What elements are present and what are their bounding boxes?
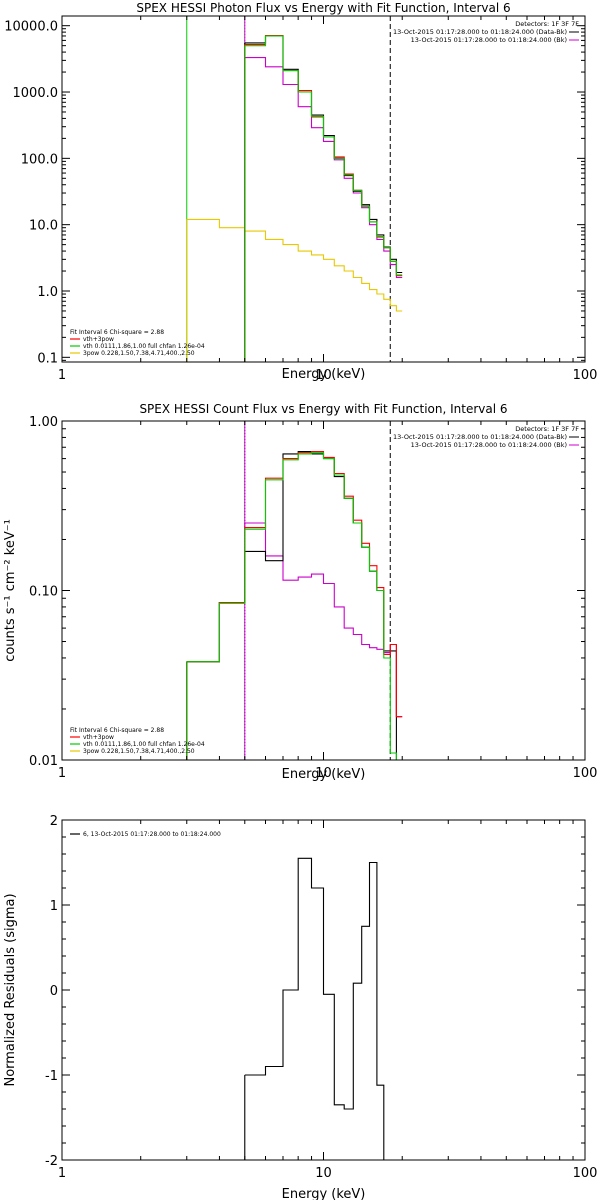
bk-time-label: 13-Oct-2015 01:17:28.000 to 01:18:24.000… bbox=[411, 36, 567, 44]
y-axis-label: Normalized Residuals (sigma) bbox=[3, 893, 18, 1086]
legend-entry: 3pow 0.228,1.50,7.38,4.71,400.,2.50 bbox=[83, 350, 195, 357]
chart-panel-3: 1 10 100 -2 -1 0 1 2 Energy (keV) Normalized Resi… bbox=[3, 814, 597, 1200]
detector-label: Detectors: 1F 3F 7F bbox=[515, 425, 579, 433]
chart-panel-2: 1 10 100 0.01 0.10 1.00 SPEX HESSI Count Flux … bbox=[3, 402, 598, 782]
y-tick-label: 1.0 bbox=[37, 285, 58, 300]
plot-frame bbox=[61, 420, 586, 761]
y-tick-label: -2 bbox=[45, 1154, 58, 1169]
data-series-1 bbox=[244, 57, 403, 279]
plot-area bbox=[186, 16, 403, 362]
data-series-4 bbox=[244, 35, 403, 276]
legend-entry: vth 0.0111,1.86,1.00 full chfan 1.26e-04 bbox=[83, 343, 205, 350]
x-tick-label: 1 bbox=[58, 368, 66, 383]
chart-title: SPEX HESSI Photon Flux vs Energy with Fi… bbox=[136, 1, 510, 15]
x-tick-label: 10 bbox=[315, 1166, 332, 1181]
y-tick-label: 1000.0 bbox=[13, 86, 59, 101]
legend-entry: 3pow 0.228,1.50,7.38,4.71,400.,2.50 bbox=[83, 748, 195, 755]
fit-interval-label: Fit Interval 6 Chi-square = 2.88 bbox=[70, 727, 164, 734]
y-axis-label: counts s⁻¹ cm⁻² keV⁻¹ bbox=[3, 519, 18, 662]
chart-panel-1: 1 10 100 0.1 1.0 10.0 100.0 1000.0 10000.0 SPEX H… bbox=[4, 1, 597, 383]
x-tick-label: 100 bbox=[573, 368, 598, 383]
x-tick-label: 10 bbox=[315, 368, 332, 383]
plot-area bbox=[244, 857, 385, 1160]
y-tick-label: 10000.0 bbox=[4, 20, 58, 35]
x-axis-label: Energy (keV) bbox=[282, 767, 366, 782]
legend-entry: 6, 13-Oct-2015 01:17:28.000 to 01:18:24.… bbox=[83, 831, 221, 838]
x-axis-label: Energy (keV) bbox=[282, 1187, 366, 1200]
y-tick-label: 100.0 bbox=[21, 152, 58, 167]
x-axis-label: Energy (keV) bbox=[282, 367, 366, 382]
data-time-label: 13-Oct-2015 01:17:28.000 to 01:18:24.000… bbox=[393, 433, 567, 441]
legend-entry: vth+3pow bbox=[83, 336, 114, 343]
data-series-1 bbox=[244, 857, 385, 1160]
data-series-2 bbox=[244, 35, 403, 274]
data-series-4 bbox=[186, 452, 397, 760]
x-tick-label: 1 bbox=[58, 766, 66, 781]
legend-entry: vth+3pow bbox=[83, 734, 114, 741]
chart-title: SPEX HESSI Count Flux vs Energy with Fit… bbox=[139, 402, 507, 416]
x-tick-label: 10 bbox=[315, 766, 332, 781]
legend-entry: vth 0.0111,1.86,1.00 full chfan 1.26e-04 bbox=[83, 741, 205, 748]
plot-frame bbox=[61, 15, 586, 363]
y-tick-label: -1 bbox=[45, 1069, 58, 1084]
bk-time-label: 13-Oct-2015 01:17:28.000 to 01:18:24.000… bbox=[411, 441, 567, 449]
y-tick-label: 1.00 bbox=[29, 415, 58, 430]
detector-label: Detectors: 1F 3F 7F bbox=[515, 20, 579, 28]
y-tick-label: 0.1 bbox=[37, 351, 58, 366]
y-tick-label: 10.0 bbox=[29, 219, 58, 234]
y-tick-label: 0.10 bbox=[29, 585, 58, 600]
powerlaw-series bbox=[186, 218, 403, 312]
plot-area bbox=[186, 421, 403, 760]
y-tick-label: 1 bbox=[50, 899, 58, 914]
x-tick-label: 100 bbox=[573, 1166, 598, 1181]
fit-interval-label: Fit Interval 6 Chi-square = 2.88 bbox=[70, 329, 164, 336]
x-tick-label: 1 bbox=[58, 1166, 66, 1181]
y-tick-label: 0 bbox=[50, 984, 58, 999]
data-time-label: 13-Oct-2015 01:17:28.000 to 01:18:24.000… bbox=[393, 28, 567, 36]
data-series-3 bbox=[186, 451, 403, 718]
x-tick-label: 100 bbox=[573, 766, 598, 781]
y-tick-label: 0.01 bbox=[29, 754, 58, 769]
y-tick-label: 2 bbox=[50, 814, 58, 829]
